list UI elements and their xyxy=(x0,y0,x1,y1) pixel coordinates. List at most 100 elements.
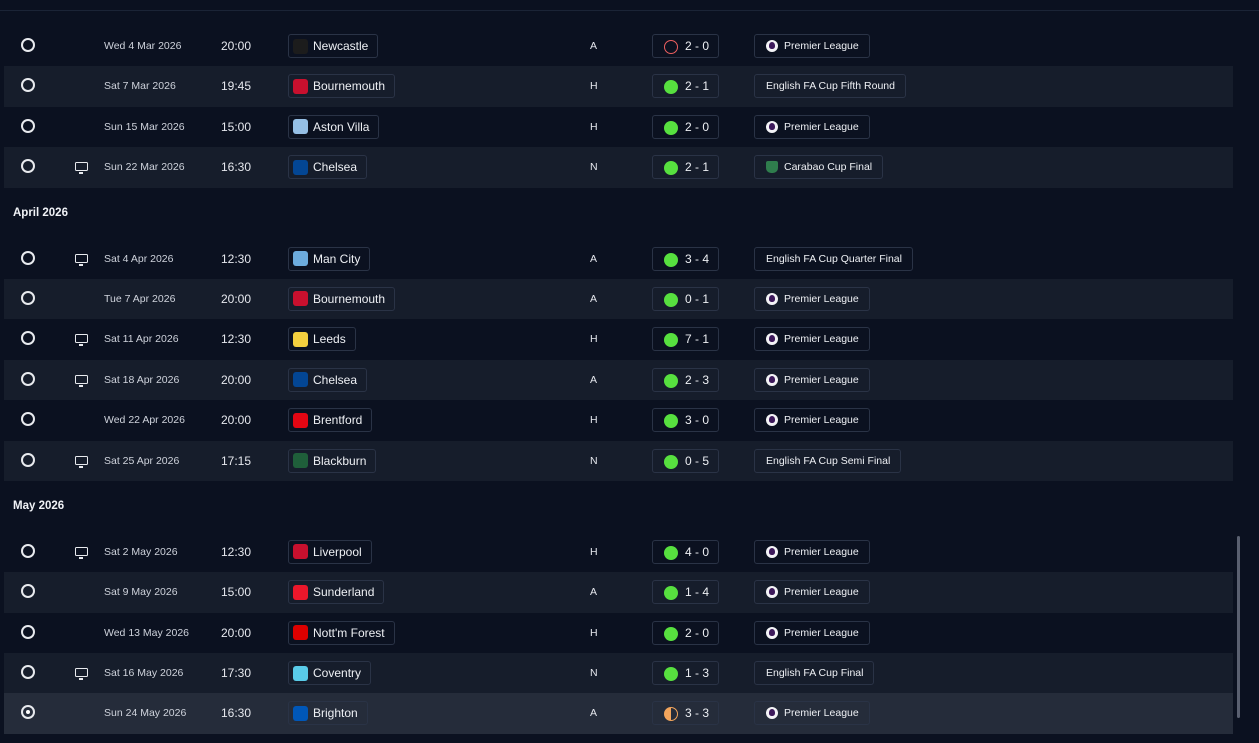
opponent-chip[interactable]: Bournemouth xyxy=(288,74,396,99)
opponent-name: Blackburn xyxy=(313,453,367,468)
select-radio[interactable] xyxy=(21,78,35,93)
venue: H xyxy=(590,414,598,427)
competition-chip[interactable]: English FA Cup Final xyxy=(754,661,875,686)
competition-chip[interactable]: English FA Cup Semi Final xyxy=(754,448,902,473)
result-chip[interactable]: 2 - 1 xyxy=(652,74,719,99)
result-chip[interactable]: 2 - 1 xyxy=(652,155,719,180)
competition-name: Premier League xyxy=(784,545,859,558)
competition-chip[interactable]: Carabao Cup Final xyxy=(754,155,884,180)
scrollbar-thumb[interactable] xyxy=(1237,536,1240,718)
fixture-row[interactable]: Wed 22 Apr 2026 20:00 Brentford H 3 - 0 Premi… xyxy=(4,400,1233,440)
select-radio[interactable] xyxy=(21,290,35,305)
result-chip[interactable]: 2 - 0 xyxy=(652,34,719,58)
club-crest-icon xyxy=(293,453,308,469)
fixture-row[interactable]: Sun 22 Mar 2026 16:30 Chelsea N 2 - 1 Carabao… xyxy=(4,147,1233,188)
fixture-row[interactable]: Sat 25 Apr 2026 17:15 Blackburn N 0 - 5 Engli… xyxy=(4,440,1233,481)
opponent-chip[interactable]: Man City xyxy=(288,246,371,271)
select-radio[interactable] xyxy=(21,159,35,174)
opponent-chip[interactable]: Leeds xyxy=(288,327,356,352)
select-radio[interactable] xyxy=(21,331,35,346)
select-radio[interactable] xyxy=(21,452,35,467)
competition-name: Premier League xyxy=(784,414,859,427)
club-crest-icon xyxy=(293,119,308,135)
premier-league-icon xyxy=(766,545,778,558)
competition-chip[interactable]: Premier League xyxy=(754,701,870,726)
competition-chip[interactable]: Premier League xyxy=(754,114,870,139)
result-chip[interactable]: 0 - 5 xyxy=(652,448,719,473)
opponent-chip[interactable]: Aston Villa xyxy=(288,114,380,139)
select-radio[interactable] xyxy=(21,665,35,680)
competition-chip[interactable]: Premier League xyxy=(754,367,870,392)
opponent-name: Man City xyxy=(313,251,361,266)
result-chip[interactable]: 0 - 1 xyxy=(652,286,719,311)
score: 2 - 1 xyxy=(685,160,710,175)
competition-chip[interactable]: English FA Cup Quarter Final xyxy=(754,246,913,271)
competition-chip[interactable]: Premier League xyxy=(754,327,870,352)
fixture-row[interactable]: Sat 2 May 2026 12:30 Liverpool H 4 - 0 Premie… xyxy=(4,532,1233,572)
competition-name: Premier League xyxy=(784,707,859,720)
result-chip[interactable]: 3 - 0 xyxy=(652,408,719,433)
result-chip[interactable]: 1 - 3 xyxy=(652,661,719,686)
select-radio[interactable] xyxy=(21,584,35,599)
opponent-chip[interactable]: Chelsea xyxy=(288,155,368,180)
select-radio[interactable] xyxy=(21,705,35,720)
select-radio[interactable] xyxy=(21,543,35,558)
fixture-row[interactable]: Sat 16 May 2026 17:30 Coventry N 1 - 3 Englis… xyxy=(4,653,1233,694)
competition-chip[interactable]: Premier League xyxy=(754,34,870,58)
competition-chip[interactable]: Premier League xyxy=(754,539,870,564)
fixture-row[interactable]: Wed 13 May 2026 20:00 Nott'm Forest H 2 - 0 P… xyxy=(4,613,1233,653)
tv-broadcast-icon xyxy=(75,668,88,681)
fixture-row[interactable]: Sun 15 Mar 2026 15:00 Aston Villa H 2 - 0 Pre… xyxy=(4,107,1233,147)
opponent-chip[interactable]: Newcastle xyxy=(288,34,379,58)
result-chip[interactable]: 3 - 3 xyxy=(652,701,719,726)
fixture-row[interactable]: Sun 24 May 2026 16:30 Brighton A 3 - 3 Premie… xyxy=(4,693,1233,734)
competition-chip[interactable]: Premier League xyxy=(754,286,870,311)
result-chip[interactable]: 3 - 4 xyxy=(652,246,719,271)
kickoff-time: 12:30 xyxy=(221,332,252,347)
opponent-chip[interactable]: Chelsea xyxy=(288,367,368,392)
select-radio[interactable] xyxy=(21,371,35,386)
competition-chip[interactable]: Premier League xyxy=(754,580,870,605)
kickoff-time: 19:45 xyxy=(221,79,252,94)
opponent-chip[interactable]: Coventry xyxy=(288,661,372,686)
score: 0 - 5 xyxy=(685,453,710,468)
opponent-chip[interactable]: Brighton xyxy=(288,701,368,726)
select-radio[interactable] xyxy=(21,624,35,639)
fixture-row[interactable]: Sat 18 Apr 2026 20:00 Chelsea A 2 - 3 Premier… xyxy=(4,359,1233,401)
premier-league-icon xyxy=(766,40,778,52)
opponent-chip[interactable]: Blackburn xyxy=(288,448,377,473)
score: 3 - 4 xyxy=(685,251,710,266)
opponent-chip[interactable]: Brentford xyxy=(288,408,373,433)
result-chip[interactable]: 2 - 3 xyxy=(652,367,719,392)
fixture-row[interactable]: Sat 9 May 2026 15:00 Sunderland A 1 - 4 Premi… xyxy=(4,572,1233,613)
result-chip[interactable]: 1 - 4 xyxy=(652,580,719,605)
result-chip[interactable]: 2 - 0 xyxy=(652,114,719,139)
opponent-chip[interactable]: Sunderland xyxy=(288,580,385,605)
kickoff-time: 20:00 xyxy=(221,625,252,640)
fixture-row[interactable]: Sat 7 Mar 2026 19:45 Bournemouth H 2 - 1 Engl… xyxy=(4,66,1233,107)
select-radio[interactable] xyxy=(21,412,35,427)
venue: H xyxy=(590,545,598,558)
opponent-name: Newcastle xyxy=(313,39,369,53)
match-date: Sat 2 May 2026 xyxy=(104,545,178,558)
opponent-chip[interactable]: Bournemouth xyxy=(288,286,396,311)
competition-chip[interactable]: English FA Cup Fifth Round xyxy=(754,74,906,99)
premier-league-icon xyxy=(766,120,778,133)
fixture-row[interactable]: Tue 7 Apr 2026 20:00 Bournemouth A 0 - 1 Prem… xyxy=(4,278,1233,320)
opponent-name: Chelsea xyxy=(313,160,358,175)
select-radio[interactable] xyxy=(21,250,35,265)
select-radio[interactable] xyxy=(21,38,35,52)
result-chip[interactable]: 4 - 0 xyxy=(652,539,719,564)
fixture-row[interactable]: Sat 11 Apr 2026 12:30 Leeds H 7 - 1 Premier L… xyxy=(4,319,1233,359)
result-chip[interactable]: 2 - 0 xyxy=(652,620,719,645)
select-radio[interactable] xyxy=(21,118,35,133)
month-header: April 2026 xyxy=(4,188,1233,239)
opponent-name: Coventry xyxy=(313,666,362,681)
competition-chip[interactable]: Premier League xyxy=(754,620,870,645)
fixture-row[interactable]: Wed 4 Mar 2026 20:00 Newcastle A 2 - 0 Premie… xyxy=(4,26,1233,66)
opponent-chip[interactable]: Liverpool xyxy=(288,539,372,564)
competition-chip[interactable]: Premier League xyxy=(754,408,870,433)
opponent-chip[interactable]: Nott'm Forest xyxy=(288,620,395,645)
fixture-row[interactable]: Sat 4 Apr 2026 12:30 Man City A 3 - 4 English… xyxy=(4,239,1233,279)
result-chip[interactable]: 7 - 1 xyxy=(652,327,719,352)
